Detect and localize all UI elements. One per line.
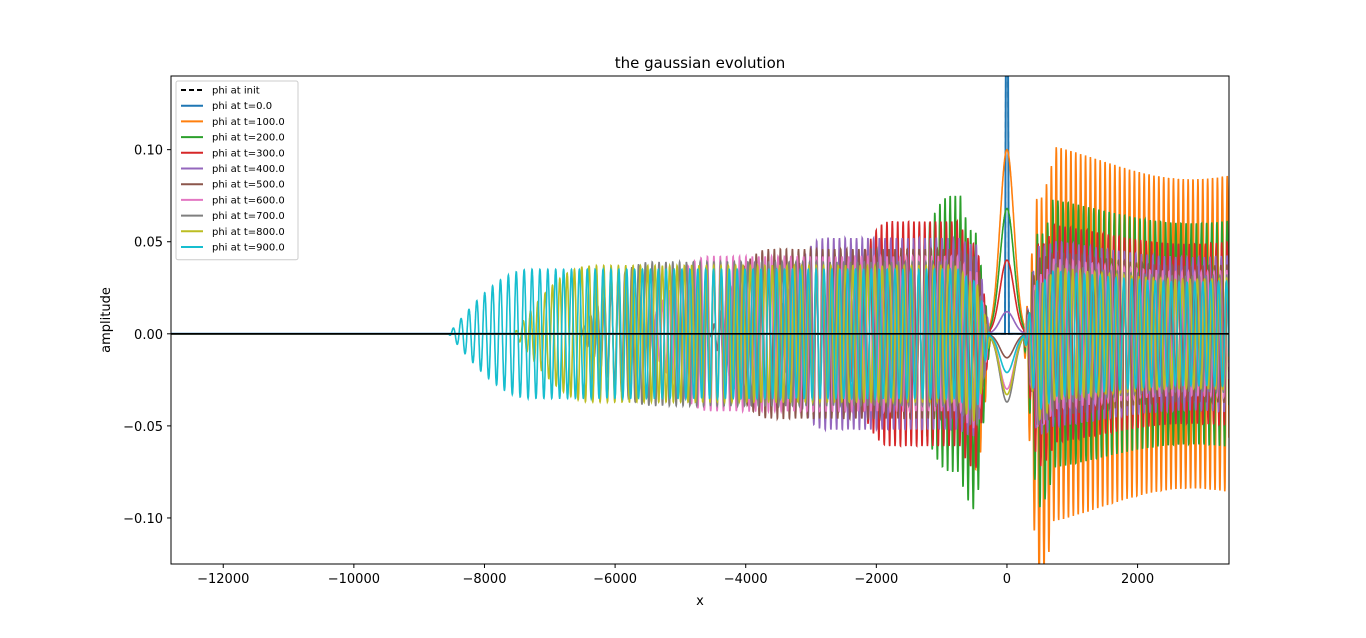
y-axis-label: amplitude [99, 287, 114, 353]
x-tick-label: −4000 [724, 572, 768, 587]
legend-label: phi at init [212, 86, 260, 97]
legend-label: phi at t=500.0 [212, 180, 285, 191]
x-tick-label: −6000 [593, 572, 637, 587]
legend-label: phi at t=900.0 [212, 243, 285, 254]
y-tick-label: −0.10 [123, 512, 163, 527]
x-tick-label: −8000 [462, 572, 506, 587]
legend-label: phi at t=200.0 [212, 133, 285, 144]
y-axis-ticks: −0.10 −0.05 0.00 0.05 0.10 [123, 144, 171, 527]
legend: phi at init phi at t=0.0 phi at t=100.0 phi… [175, 80, 299, 261]
y-tick-label: 0.10 [134, 144, 163, 159]
legend-label: phi at t=0.0 [212, 101, 272, 112]
legend-label: phi at t=300.0 [212, 148, 285, 159]
x-tick-label: −10000 [328, 572, 380, 587]
legend-label: phi at t=800.0 [212, 227, 285, 238]
x-tick-label: −2000 [854, 572, 898, 587]
legend-box [175, 80, 299, 261]
plot-area [171, 76, 1229, 564]
y-tick-label: −0.05 [123, 420, 163, 435]
axes-frame [170, 75, 1230, 565]
legend-label: phi at t=700.0 [212, 211, 285, 222]
x-tick-label: 2000 [1121, 572, 1154, 587]
x-tick-label: −12000 [197, 572, 249, 587]
chart-title: the gaussian evolution [615, 54, 786, 72]
x-tick-label: 0 [1003, 572, 1011, 587]
y-tick-label: 0.00 [134, 328, 163, 343]
legend-label: phi at t=100.0 [212, 117, 285, 128]
x-axis-label: x [696, 594, 704, 609]
x-axis-ticks: −12000 −10000 −8000 −6000 −4000 −2000 0 2000 [197, 564, 1154, 587]
y-tick-label: 0.05 [134, 236, 163, 251]
legend-label: phi at t=400.0 [212, 164, 285, 175]
legend-label: phi at t=600.0 [212, 195, 285, 206]
